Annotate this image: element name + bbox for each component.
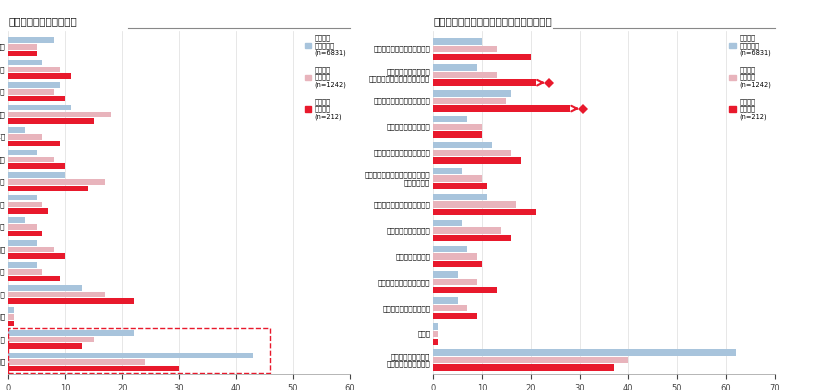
Bar [8,128,25,133]
Legend: 健康経営
非認知企業
(n=6831), 健康経営
認知企業
(n=1242), 健康経営
実施企業
(n=212): 健康経営 非認知企業 (n=6831), 健康経営 認知企業 (n=1242),… [730,35,771,120]
Bar [433,339,438,345]
Text: 今後保有したい金融資産: 今後保有したい金融資産 [8,16,77,26]
Text: お金の悩みや心配について相談したいこと: お金の悩みや心配について相談したいこと [433,16,552,26]
Bar [8,307,14,313]
Bar [433,287,496,293]
Bar [433,279,477,285]
Bar [8,298,133,304]
Bar [8,366,179,371]
Bar [8,328,270,373]
Bar [8,150,37,156]
Bar [8,202,42,207]
Bar [8,330,133,335]
Bar [8,353,253,358]
Bar [8,89,54,94]
Bar [8,276,60,281]
Bar [8,240,37,246]
Bar [433,246,467,252]
Bar [8,253,65,259]
Bar [433,298,457,304]
Bar [8,314,14,320]
Bar [433,227,501,234]
Bar [8,105,71,110]
Bar [433,235,511,241]
Bar [8,262,37,268]
Bar [8,60,42,66]
Bar [8,156,54,162]
Bar [433,149,511,156]
Bar [433,46,496,52]
Bar [8,246,54,252]
Bar [8,337,93,342]
Bar [8,343,82,349]
Bar [433,105,570,112]
Bar [433,331,438,337]
Bar [8,67,60,72]
Bar [8,321,14,326]
Bar [8,359,145,365]
Bar [8,73,71,79]
Bar [8,37,54,43]
Bar [433,90,511,96]
Bar [433,64,477,71]
Bar [8,172,65,178]
Bar [8,186,88,191]
Bar [433,271,457,278]
Bar [433,323,438,330]
Bar [433,357,628,363]
Bar [8,141,60,146]
Bar [433,53,531,60]
Bar [433,183,486,190]
Bar [433,124,482,130]
Bar [8,82,60,88]
Bar [433,116,467,122]
Bar [433,305,467,311]
Bar [433,365,614,371]
Bar [8,112,111,117]
Bar [8,231,42,236]
Bar [433,313,477,319]
Bar [8,218,25,223]
Bar [8,44,37,50]
Bar [8,292,105,297]
Bar [433,220,462,226]
Bar [433,168,462,174]
Legend: 健康経営
非認知企業
(n=6831), 健康経営
認知企業
(n=1242), 健康経営
実施企業
(n=212): 健康経営 非認知企業 (n=6831), 健康経営 認知企業 (n=1242),… [305,35,347,120]
Bar [8,134,42,140]
Bar [8,195,37,200]
Bar [8,269,42,275]
Bar [8,208,48,214]
Bar [433,176,482,182]
Bar [433,253,477,260]
Bar [8,285,82,291]
Bar [433,194,486,200]
Bar [8,96,65,101]
Bar [433,98,506,104]
Bar [433,261,482,267]
Bar [8,163,65,169]
Bar [433,349,736,356]
Bar [8,118,93,124]
Bar [433,80,536,86]
Bar [433,72,496,78]
Bar [8,179,105,184]
Bar [433,38,482,45]
Bar [433,209,536,215]
Bar [8,224,37,230]
Bar [433,142,491,148]
Bar [8,51,37,56]
Bar [433,201,516,208]
Bar [433,131,482,138]
Bar [433,157,521,163]
